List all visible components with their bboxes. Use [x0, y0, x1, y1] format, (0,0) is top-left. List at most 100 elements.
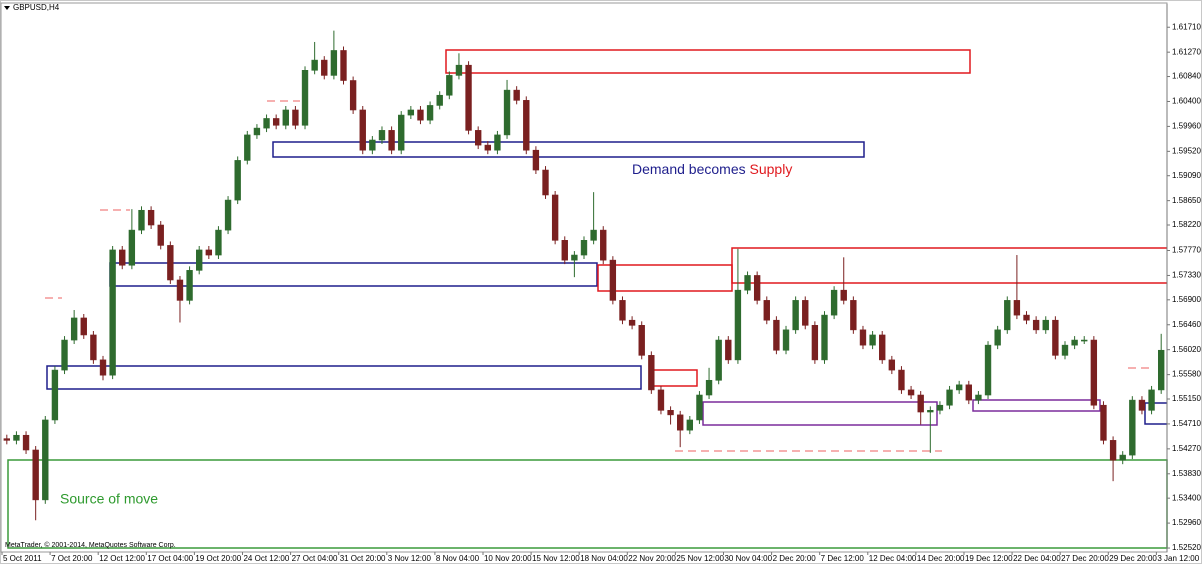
annotation-source: Source of move — [60, 491, 158, 507]
y-tick-label: 1.57770 — [1172, 246, 1201, 255]
candle-body — [773, 319, 780, 351]
candle-body — [13, 434, 20, 441]
candle-body — [532, 149, 540, 171]
y-tick-label: 1.60840 — [1172, 72, 1201, 81]
candle-body — [3, 438, 10, 441]
y-tick-label: 1.56900 — [1172, 295, 1201, 304]
candle-body — [609, 259, 617, 301]
demand-zone — [46, 365, 642, 390]
candle-body — [61, 339, 68, 371]
candle-body — [667, 410, 674, 416]
candle-body — [1148, 389, 1155, 411]
candle-body — [301, 70, 309, 126]
candle-body — [523, 100, 530, 151]
y-tick-label: 1.58220 — [1172, 220, 1201, 229]
demand-zone — [272, 141, 865, 158]
y-tick-label: 1.59520 — [1172, 146, 1201, 155]
candle-body — [1004, 300, 1011, 331]
menu-arrow — [4, 6, 10, 10]
candle-body — [340, 50, 347, 81]
candle-body — [811, 325, 819, 361]
candle-body — [907, 389, 915, 396]
candle-body — [186, 270, 193, 301]
candle-body — [224, 199, 232, 231]
candle-body — [657, 389, 665, 411]
candle-body — [215, 229, 222, 256]
x-tick-label: 27 Oct 04:00 — [292, 554, 338, 563]
y-tick-label: 1.59960 — [1172, 122, 1201, 131]
candle-body — [32, 449, 39, 501]
candle-body — [1042, 319, 1049, 331]
candle-body — [551, 194, 559, 241]
candle-body — [917, 394, 924, 413]
candle-body — [994, 329, 1001, 346]
x-tick-label: 12 Dec 04:00 — [869, 554, 917, 563]
candle-body — [542, 169, 549, 196]
candle-body — [590, 229, 597, 241]
candle-body — [513, 89, 520, 101]
y-tick-label: 1.59090 — [1172, 171, 1201, 180]
candle-body — [984, 344, 992, 396]
y-tick-label: 1.52960 — [1172, 518, 1201, 527]
candle-body — [561, 240, 568, 261]
x-tick-label: 24 Oct 12:00 — [243, 554, 289, 563]
candle-body — [311, 59, 318, 71]
candle-body — [850, 300, 857, 331]
y-tick-label: 1.53830 — [1172, 469, 1201, 478]
x-tick-label: 17 Oct 04:00 — [147, 554, 193, 563]
y-tick-label: 1.55150 — [1172, 394, 1201, 403]
plot-area — [0, 2, 1168, 553]
demand-zone — [972, 399, 1101, 412]
candle-body — [648, 355, 655, 391]
candle-body — [417, 109, 424, 121]
candle-body — [753, 275, 761, 301]
candle-body — [600, 229, 607, 261]
x-tick-label: 2 Dec 20:00 — [773, 554, 817, 563]
x-tick-label: 27 Dec 20:00 — [1061, 554, 1109, 563]
candle-body — [744, 275, 751, 291]
candle-body — [1100, 404, 1107, 441]
candle-body — [705, 379, 713, 396]
candle-body — [407, 109, 415, 116]
zones — [7, 49, 1168, 549]
candle-body — [292, 109, 299, 126]
candle-body — [879, 334, 886, 361]
candle-body — [321, 59, 328, 76]
candle-body — [955, 384, 963, 391]
candle-body — [167, 245, 174, 281]
candle-body — [725, 339, 732, 361]
candle-body — [898, 369, 905, 391]
x-tick-label: 22 Dec 04:00 — [1013, 554, 1061, 563]
candle-body — [1081, 339, 1088, 342]
candle-body — [465, 64, 472, 131]
candle-body — [869, 334, 876, 346]
candle-body — [503, 89, 511, 136]
candle-body — [1129, 399, 1136, 456]
candle-body — [119, 249, 126, 266]
candle-body — [696, 394, 703, 421]
candle-body — [282, 109, 289, 126]
candle-body — [1158, 349, 1165, 391]
candle-body — [330, 50, 338, 76]
candle-body — [80, 317, 87, 336]
candle-body — [398, 114, 405, 151]
x-tick-label: 19 Oct 20:00 — [195, 554, 241, 563]
candle-body — [42, 419, 49, 501]
y-tick-label: 1.55580 — [1172, 370, 1201, 379]
x-tick-label: 12 Oct 12:00 — [99, 554, 145, 563]
candle-body — [205, 249, 213, 256]
y-tick-label: 1.54270 — [1172, 444, 1201, 453]
x-tick-label: 7 Oct 20:00 — [51, 554, 93, 563]
candle-body — [580, 240, 588, 256]
x-tick-label: 8 Nov 04:00 — [436, 554, 480, 563]
candle-body — [965, 384, 972, 401]
candle-body — [1109, 440, 1117, 461]
candle-body — [388, 130, 395, 151]
candle-body — [802, 300, 809, 326]
candle-body — [936, 404, 944, 411]
candle-body — [1119, 454, 1126, 461]
y-tick-label: 1.60400 — [1172, 97, 1201, 106]
x-tick-label: 22 Nov 20:00 — [628, 554, 676, 563]
candle-body — [138, 209, 145, 231]
candle-body — [975, 394, 982, 401]
